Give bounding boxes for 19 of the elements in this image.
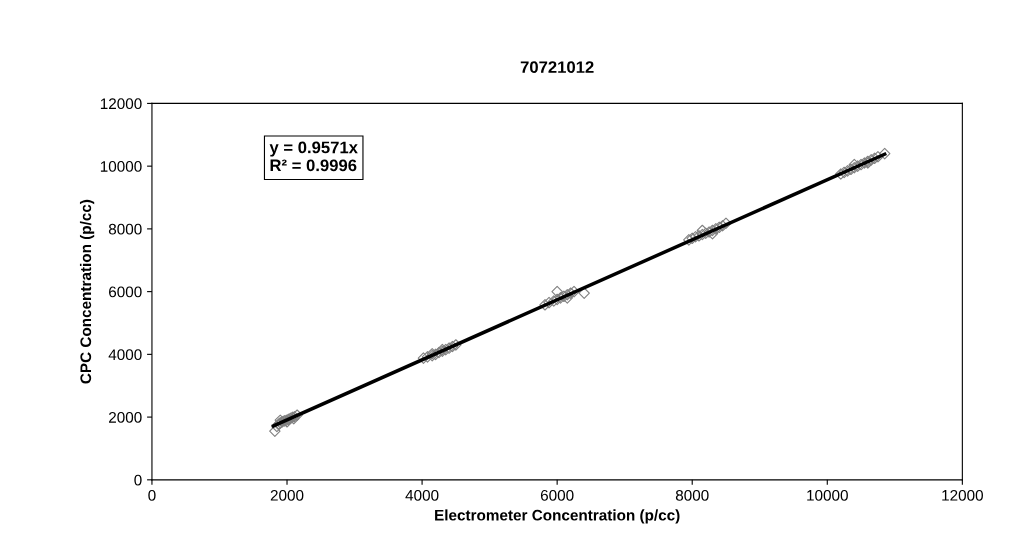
x-tick-label: 10000 xyxy=(807,489,848,501)
x-tick-label: 0 xyxy=(148,489,156,501)
y-tick-label: 2000 xyxy=(109,411,142,423)
x-tick-label: 6000 xyxy=(540,489,574,501)
chart-title: 70721012 xyxy=(520,61,594,74)
x-tick-label: 8000 xyxy=(675,489,709,501)
x-tick-label: 4000 xyxy=(405,489,439,501)
x-tick-label: 2000 xyxy=(270,489,304,501)
y-tick-label: 0 xyxy=(134,474,142,486)
y-axis-title: CPC Concentration (p/cc) xyxy=(79,199,95,384)
y-tick-label: 12000 xyxy=(100,98,142,110)
y-tick-label: 10000 xyxy=(100,161,142,172)
annotation: y = 0.9571x xyxy=(269,141,358,157)
x-tick-label: 12000 xyxy=(942,489,983,501)
y-tick-label: 6000 xyxy=(109,286,142,298)
annotation: R² = 0.9996 xyxy=(270,159,357,172)
y-tick-label: 8000 xyxy=(108,223,142,235)
x-axis-title: Electrometer Concentration (p/cc) xyxy=(435,509,680,524)
y-tick-label: 4000 xyxy=(108,349,142,361)
